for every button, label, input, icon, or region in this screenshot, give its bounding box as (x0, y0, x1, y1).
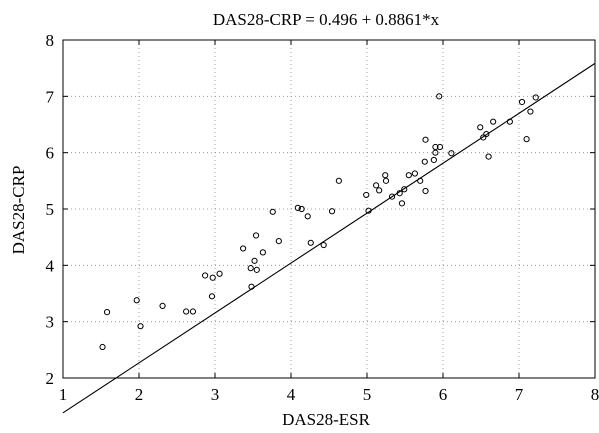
scatter-point (247, 265, 254, 272)
scatter-point (396, 190, 403, 197)
scatter-point (189, 308, 197, 315)
scatter-point (532, 94, 539, 101)
scatter-point (398, 200, 406, 207)
scatter-point (294, 204, 301, 211)
scatter-point (252, 232, 260, 239)
scatter-point (422, 187, 429, 195)
scatter-point (523, 136, 530, 143)
scatter-point (477, 124, 484, 131)
scatter-point (320, 241, 327, 249)
scatter-point (304, 213, 311, 220)
scatter-point (248, 283, 255, 290)
scatter-point (253, 266, 260, 273)
scatter-point (137, 323, 144, 330)
scatter-point (363, 191, 370, 199)
scatter-point (480, 134, 487, 141)
scatter-point (506, 118, 513, 125)
y-tick-label: 2 (46, 369, 55, 388)
scatter-point (373, 182, 380, 189)
x-tick-label: 3 (211, 385, 220, 404)
scatter-point (382, 172, 389, 179)
y-tick-label: 4 (46, 256, 55, 275)
scatter-point (251, 257, 258, 264)
scatter-point (202, 272, 209, 279)
x-tick-label: 2 (135, 385, 144, 404)
scatter-point (448, 150, 455, 157)
chart-title: DAS28-CRP = 0.496 + 0.8861*x (213, 10, 440, 29)
scatter-point (365, 207, 372, 214)
scatter-point (159, 302, 166, 309)
y-tick-label: 8 (46, 31, 55, 50)
scatter-point (133, 297, 140, 304)
scatter-point (382, 177, 390, 184)
x-tick-label: 1 (59, 385, 68, 404)
y-tick-label: 5 (46, 200, 55, 219)
scatter-point (99, 343, 106, 351)
x-tick-label: 7 (515, 385, 524, 404)
scatter-point (335, 177, 342, 184)
y-tick-label: 3 (46, 313, 55, 332)
scatter-point (483, 130, 490, 138)
scatter-point (275, 238, 282, 245)
scatter-point (422, 136, 429, 143)
x-tick-label: 6 (439, 385, 448, 404)
scatter-point (490, 118, 497, 125)
x-axis-label: DAS28-ESR (282, 410, 371, 429)
data-points (99, 93, 539, 351)
scatter-point (307, 239, 314, 246)
scatter-point (259, 249, 266, 256)
scatter-point (518, 98, 526, 106)
scatter-point (417, 177, 424, 184)
scatter-point (527, 108, 534, 115)
scatter-point (411, 170, 418, 177)
y-tick-label: 6 (46, 144, 55, 163)
scatter-point (485, 153, 492, 160)
scatter-point (436, 93, 443, 100)
x-tick-label: 5 (363, 385, 372, 404)
scatter-point (216, 270, 223, 277)
scatter-point (405, 172, 412, 179)
y-axis-label: DAS28-CRP (9, 166, 28, 255)
scatter-point (298, 205, 305, 213)
scatter-point (432, 143, 439, 151)
plot-area-frame (62, 39, 596, 379)
scatter-point (183, 308, 190, 315)
scatter-point (436, 143, 444, 151)
x-tick-label: 8 (591, 385, 599, 404)
scatter-point (401, 186, 408, 193)
scatter-point (328, 208, 336, 215)
y-tick-label: 7 (46, 87, 55, 106)
scatter-point (388, 193, 396, 200)
scatter-point (208, 293, 216, 300)
regression-line (62, 62, 596, 414)
x-tick-label: 4 (287, 385, 296, 404)
scatter-point (376, 187, 383, 194)
scatter-point (269, 208, 276, 215)
scatter-point (103, 308, 111, 316)
scatter-point (421, 158, 428, 165)
scatter-point (209, 274, 216, 281)
scatter-point (240, 245, 247, 252)
scatter-point (430, 156, 437, 164)
regression-line-group (62, 62, 596, 414)
